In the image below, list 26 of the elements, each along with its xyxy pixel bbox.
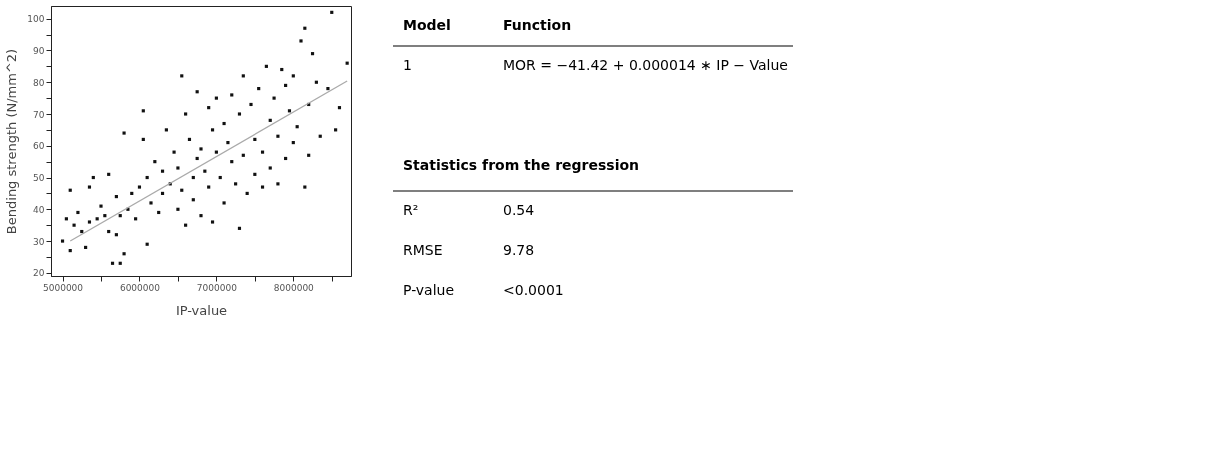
x-tick-label: 8000000 bbox=[273, 282, 315, 293]
x-tick-label: 5000000 bbox=[42, 282, 84, 293]
x-tick-label: 6000000 bbox=[119, 282, 161, 293]
text: 1 bbox=[403, 57, 412, 73]
x-tick-label: 7000000 bbox=[196, 282, 238, 293]
y-tick-label: 30 bbox=[33, 236, 45, 247]
text: 9.78 bbox=[503, 242, 535, 258]
y-tick-label: 90 bbox=[33, 45, 45, 56]
y-axis-title: Bending strength (N/mm^2) bbox=[4, 48, 20, 235]
text: RMSE bbox=[403, 242, 443, 258]
text: Model bbox=[403, 17, 451, 33]
text: <0.0001 bbox=[503, 282, 564, 298]
text: P-value bbox=[403, 282, 455, 298]
y-tick-label: 70 bbox=[33, 109, 45, 120]
text: R² bbox=[403, 202, 419, 218]
y-tick-label: 20 bbox=[33, 268, 45, 279]
text: MOR = −41.42 + 0.000014 ∗ IP − Value bbox=[503, 57, 788, 73]
y-tick-label: 60 bbox=[33, 141, 45, 152]
text: 0.54 bbox=[503, 202, 535, 218]
text: Statistics from the regression bbox=[403, 157, 640, 173]
x-axis-title: IP-value bbox=[175, 302, 228, 318]
y-tick-label: 80 bbox=[33, 77, 45, 88]
y-tick-label: 100 bbox=[27, 14, 45, 25]
text: Function bbox=[503, 17, 572, 33]
y-tick-label: 50 bbox=[33, 173, 45, 184]
y-tick-label: 40 bbox=[33, 204, 45, 215]
